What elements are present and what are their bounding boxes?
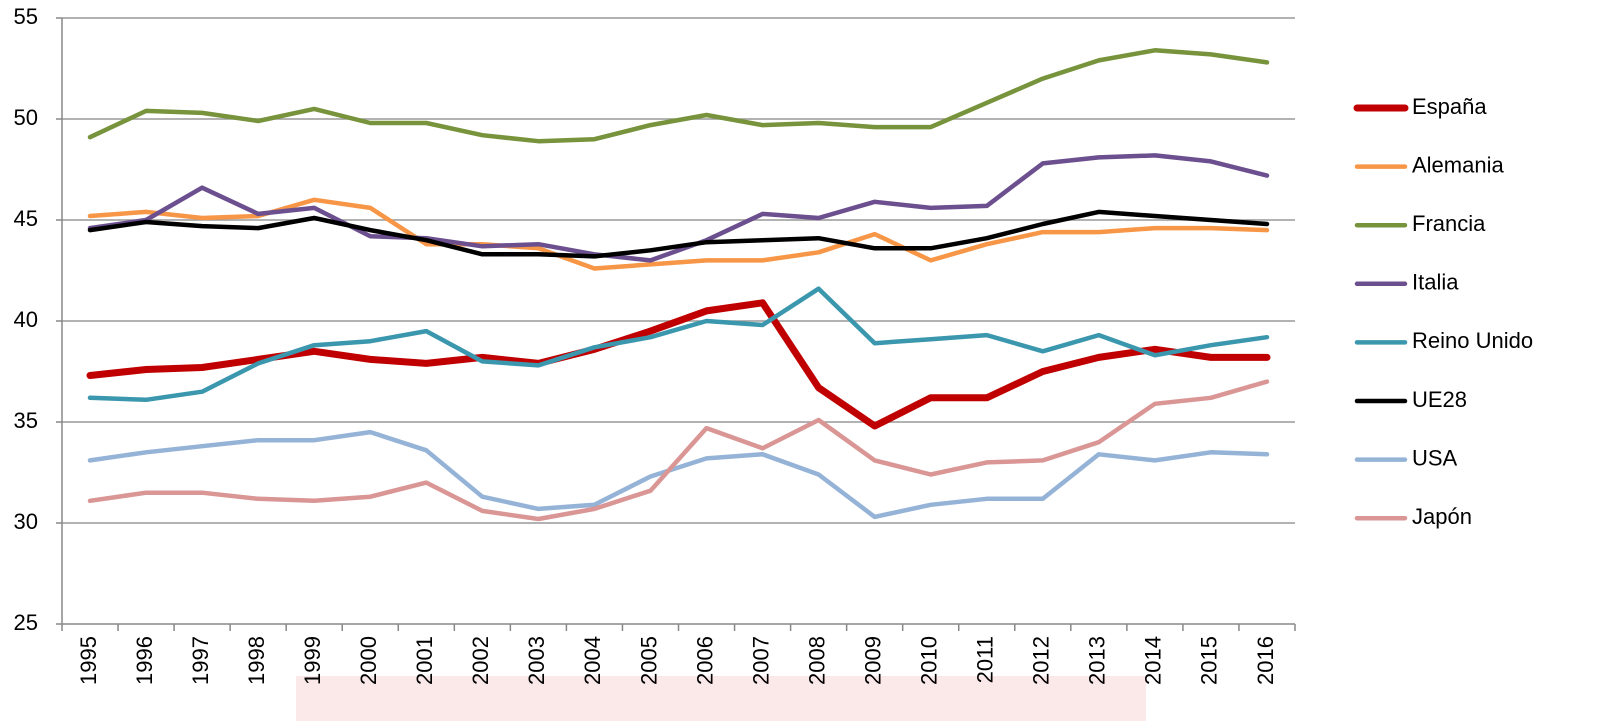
y-tick-label: 25: [14, 610, 38, 635]
series-line: [90, 382, 1267, 519]
x-tick-label: 2016: [1253, 636, 1278, 685]
y-tick-label: 35: [14, 408, 38, 433]
legend-label: Japón: [1412, 504, 1472, 529]
x-tick-label: 1999: [300, 636, 325, 685]
x-tick-label: 2005: [636, 636, 661, 685]
x-tick-label: 2006: [692, 636, 717, 685]
series-line: [90, 200, 1267, 269]
legend-label: Reino Unido: [1412, 328, 1533, 353]
y-tick-label: 50: [14, 105, 38, 130]
series-line: [90, 289, 1267, 400]
x-tick-label: 2013: [1085, 636, 1110, 685]
x-tick-label: 1998: [244, 636, 269, 685]
series-line: [90, 50, 1267, 141]
y-tick-label: 45: [14, 206, 38, 231]
legend-label: UE28: [1412, 387, 1467, 412]
x-tick-label: 2007: [748, 636, 773, 685]
legend-label: Italia: [1412, 270, 1459, 295]
x-tick-label: 2000: [356, 636, 381, 685]
legend-label: España: [1412, 94, 1487, 119]
x-tick-label: 2010: [917, 636, 942, 685]
x-tick-label: 1996: [132, 636, 157, 685]
chart: 25 30 35 40 45 50 55 1995 1996 1997 1998 1999 2000 20…: [0, 0, 1614, 721]
x-tick-label: 2015: [1197, 636, 1222, 685]
x-tick-label: 2008: [804, 636, 829, 685]
y-tick-label: 55: [14, 4, 38, 29]
x-tick-label: 1995: [76, 636, 101, 685]
x-tick-label: 2012: [1029, 636, 1054, 685]
x-tick-label: 2014: [1141, 636, 1166, 685]
x-tick-label: 2009: [860, 636, 885, 685]
x-tick-label: 2011: [973, 636, 998, 683]
y-tick-label: 40: [14, 307, 38, 332]
y-tick-label: 30: [14, 509, 38, 534]
legend-label: Alemania: [1412, 152, 1504, 177]
x-tick-label: 2004: [580, 636, 605, 685]
legend-label: USA: [1412, 445, 1458, 470]
x-tick-label: 2002: [468, 636, 493, 685]
x-tick-label: 2003: [524, 636, 549, 685]
x-tick-label: 1997: [188, 636, 213, 685]
legend-label: Francia: [1412, 211, 1486, 236]
x-tick-label: 2001: [412, 636, 437, 685]
